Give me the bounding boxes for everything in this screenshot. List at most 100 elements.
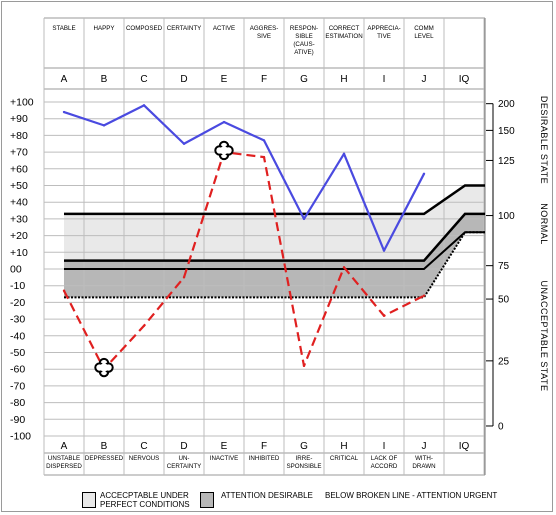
column-letter-top: B [101,74,108,85]
series-point [62,289,66,292]
quatrefoil-marker [214,140,234,161]
y-tick-label: -40 [10,330,25,342]
right-state-label: DESIRABLE STATE [539,96,549,184]
zero-line [64,231,485,270]
series-point [142,324,146,327]
column-top-label: SIBLE [295,33,313,40]
column-letter-bottom: F [261,441,267,452]
y-tick-label: +30 [10,213,28,225]
band-dark [64,213,485,298]
column-top-label: LEVEL [414,33,434,40]
column-letter-bottom: B [101,441,108,452]
column-bottom-label: INHIBITED [249,455,280,462]
legend-dark-label: ATTENTION DESIRABLE [221,491,313,500]
quatrefoil-marker [94,357,114,378]
column-top-label: CORRECT [329,25,360,32]
column-bottom-label: CRITICAL [330,455,359,462]
series-point [342,266,346,269]
column-bottom-label: SPONSIBLE [286,463,321,470]
series-point [262,155,266,159]
series-point [222,120,226,124]
y-tick-label: +10 [10,247,28,259]
column-bottom-label: DEPRESSED [85,455,124,462]
column-letter-bottom: IQ [459,441,470,452]
right-state-label: UNACCEPTABLE STATE [539,280,549,391]
column-top-label: RESPON- [290,25,318,32]
iq-tick-label: 200 [498,99,515,110]
series-point [142,104,146,107]
series-point [102,124,106,127]
iq-tick-label: 50 [498,295,510,306]
column-top-label: HAPPY [94,25,115,32]
y-tick-label: -10 [10,280,25,292]
band-upper-line [64,184,485,216]
y-tick-label: +20 [10,230,28,242]
iq-tick-label: 100 [498,211,515,222]
iq-tick-label: 75 [498,261,510,272]
column-bottom-label: DRAWN [412,463,435,470]
y-tick-label: -90 [10,414,25,426]
column-top-label: CERTAINTY [167,25,202,32]
series-point [382,314,386,317]
y-tick-label: +50 [10,180,28,192]
column-top-label: ATIVE) [294,49,313,56]
series-point [422,172,426,176]
series-line-red [63,151,425,371]
column-letter-bottom: D [180,441,187,452]
series-point [182,142,186,145]
column-letter-top: IQ [459,74,470,85]
legend-light-swatch [82,492,96,508]
column-top-label: ACTIVE [213,25,235,32]
column-bottom-label: WITH- [415,455,433,462]
marker-center [219,146,229,155]
column-bottom-label: UN- [179,455,190,462]
column-letter-top: A [61,74,68,85]
column-bottom-label: IRRE- [296,455,313,462]
column-top-label: AGGRES- [250,25,279,32]
column-bottom-label: CERTAINTY [167,463,202,470]
column-letter-bottom: J [422,441,427,452]
y-tick-label: -70 [10,380,25,392]
y-tick-label: -60 [10,364,25,376]
right-state-label: NORMAL [539,203,549,245]
y-tick-label: +60 [10,163,28,175]
y-tick-label: 00 [10,264,22,276]
column-letter-bottom: E [221,441,228,452]
column-bottom-label: ACCORD [371,463,398,470]
column-letter-top: C [140,74,147,85]
series-point [422,294,426,297]
column-top-label: (CAUS- [293,41,314,48]
iq-tick-label: 25 [498,356,510,367]
column-letter-top: D [180,74,187,85]
iq-tick-label: 150 [498,126,515,137]
band-lower-broken-line [64,231,485,299]
y-tick-label: +70 [10,147,28,159]
column-bottom-label: NERVOUS [129,455,160,462]
marker-center [99,363,109,372]
y-tick-label: +90 [10,113,28,125]
column-top-label: SIVE [257,33,271,40]
column-letter-bottom: I [383,441,386,452]
series-line-blue [63,104,425,252]
column-top-label: COMM [414,25,434,32]
series-point [262,139,266,142]
legend-light-label: ACCECPTABLE UNDER PERFECT CONDITIONS [100,491,190,509]
series-point [62,110,66,114]
series-point [302,217,306,221]
column-top-label: APPRECIA- [367,25,400,32]
column-letter-top: J [422,74,427,85]
iq-tick-label: 125 [498,156,515,167]
y-tick-label: -80 [10,397,25,409]
column-top-label: ESTIMATION [325,33,362,40]
column-letter-top: H [340,74,347,85]
y-tick-label: -30 [10,314,25,326]
series-point [382,249,386,252]
column-letter-bottom: H [340,441,347,452]
series-point [342,152,346,155]
iq-tick-label: 0 [498,421,504,432]
column-letter-top: F [261,74,267,85]
y-tick-label: -50 [10,347,25,359]
